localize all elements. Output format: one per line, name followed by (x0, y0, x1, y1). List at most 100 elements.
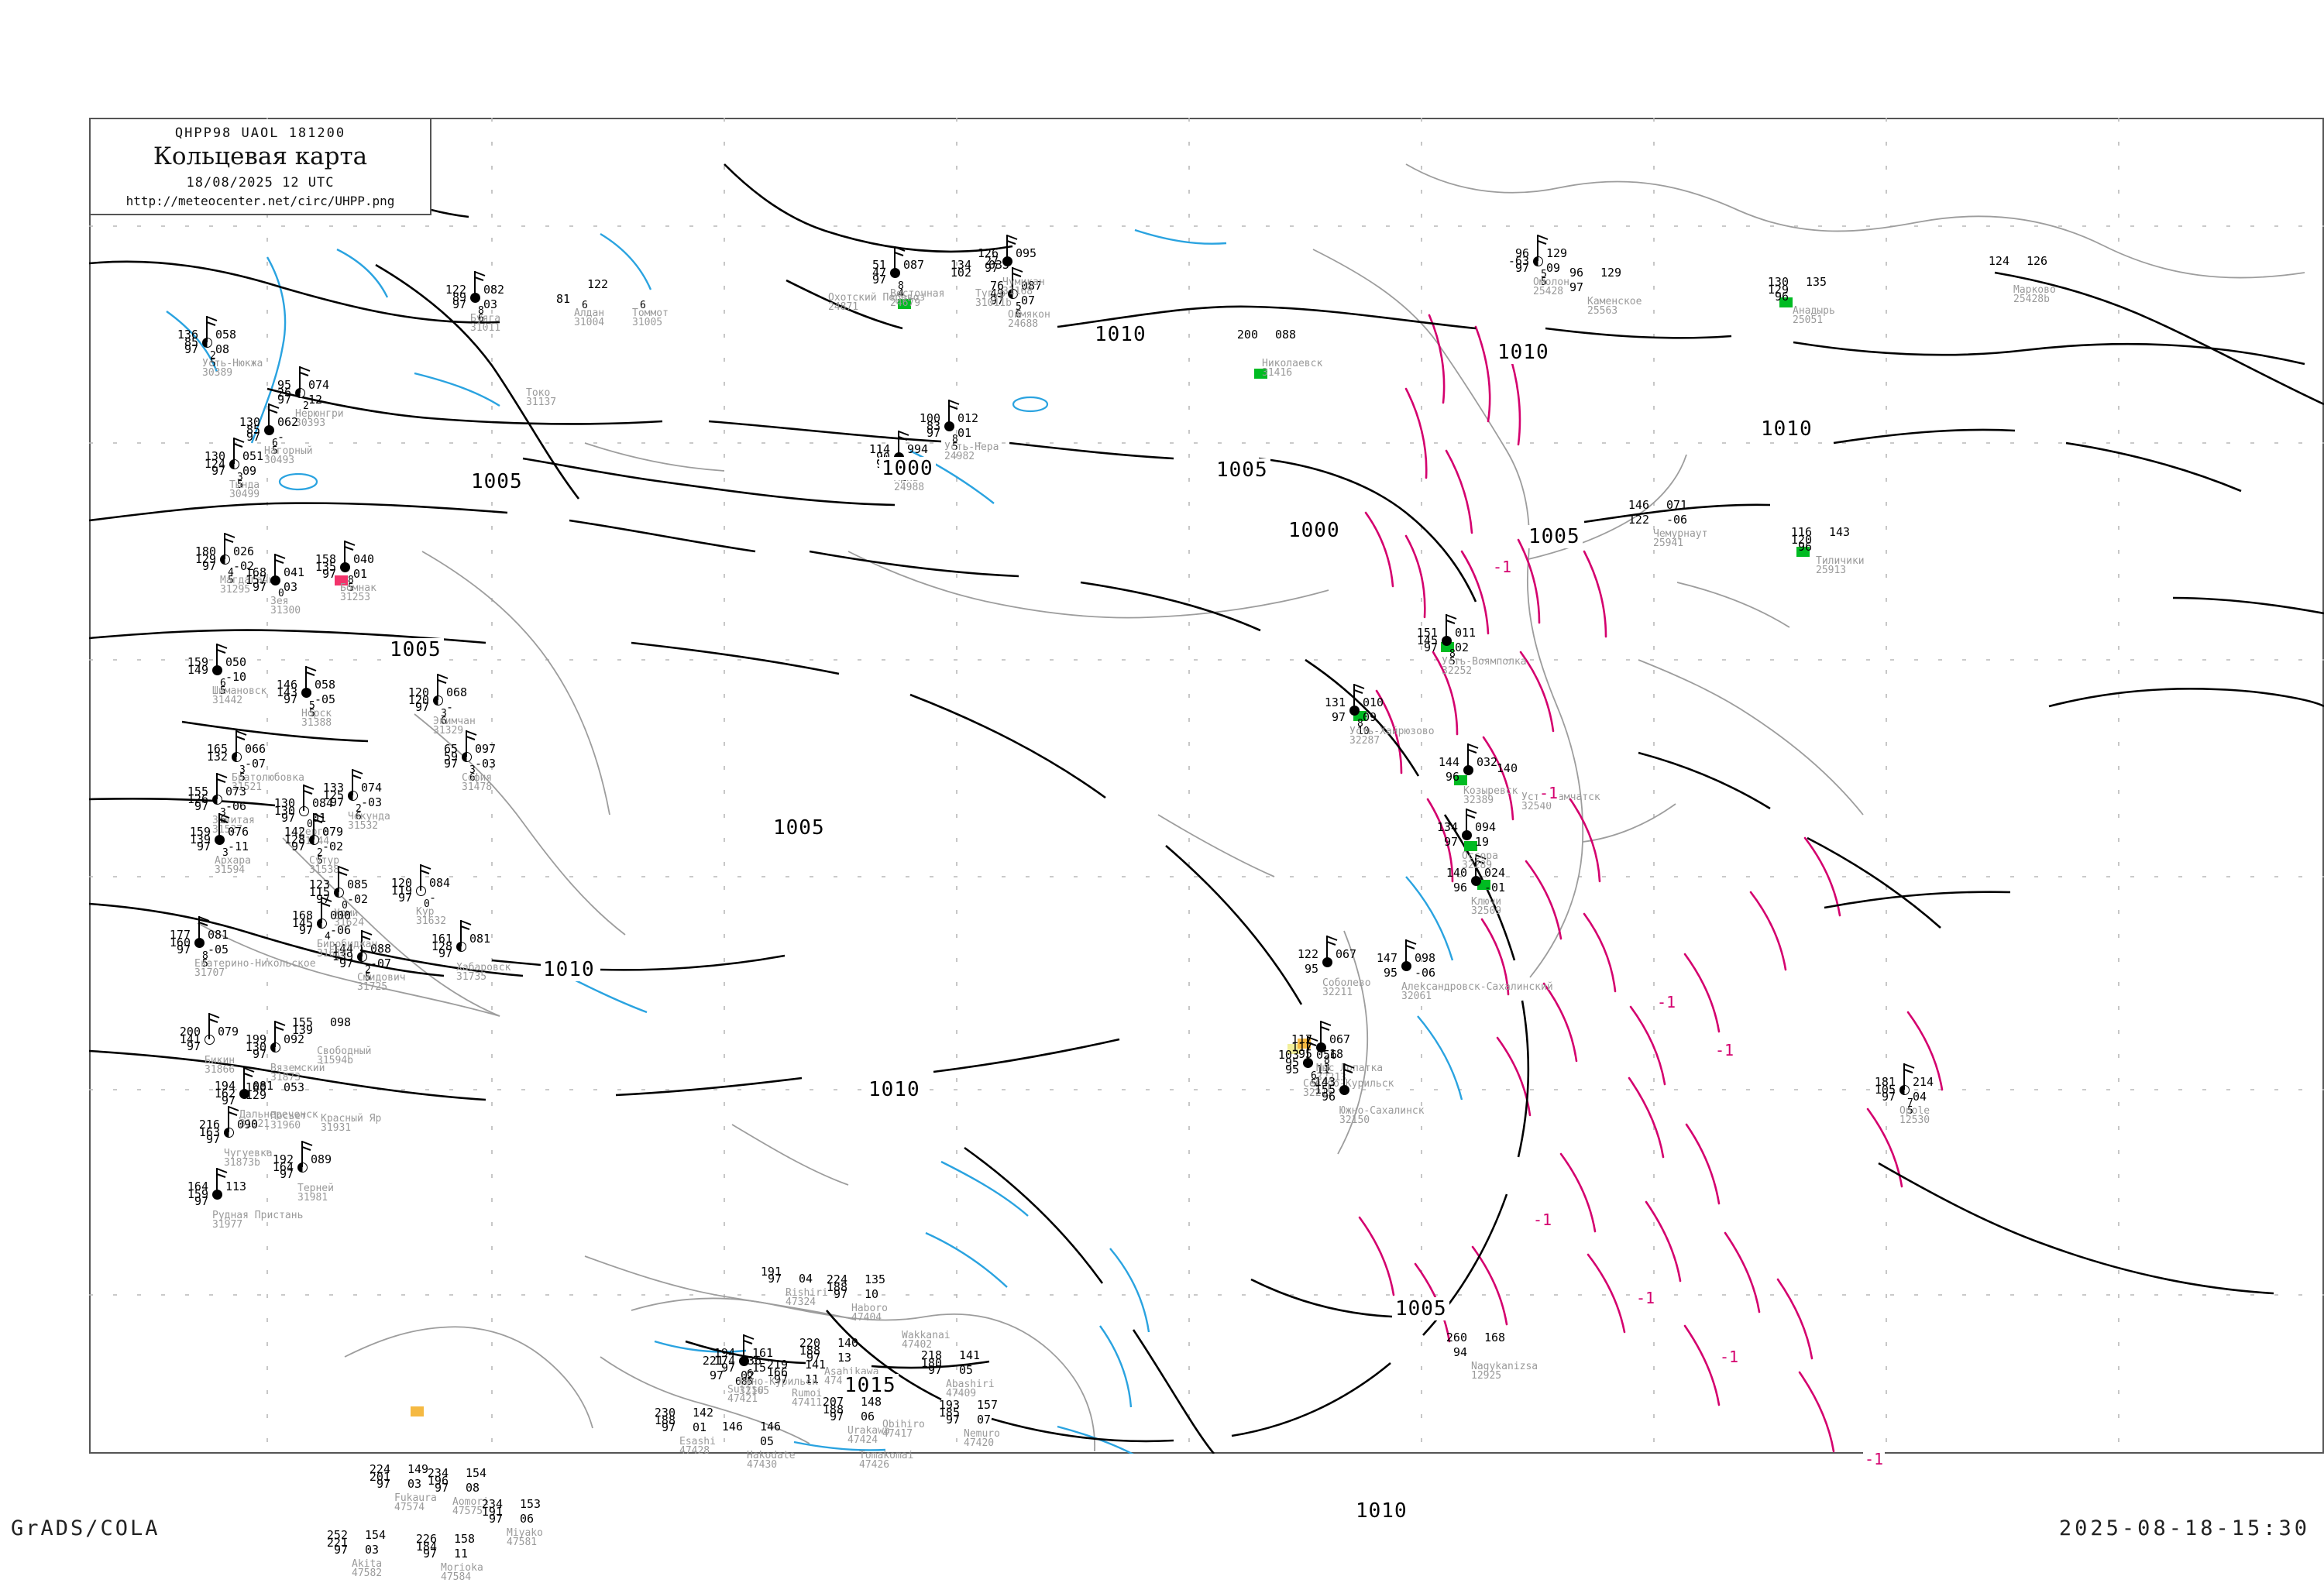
sea-level-pressure-value: 135 (1806, 275, 1827, 289)
pressure-tendency-value: 188 (822, 1403, 844, 1416)
isallobar-label: -1 (1532, 1210, 1554, 1229)
station-id: 47404 (851, 1312, 882, 1324)
station-name: Haboro (851, 1303, 888, 1314)
dewpoint-value: 97 (488, 1512, 503, 1526)
isobar-label: 1010 (1353, 1499, 1410, 1523)
wind-barb (1475, 854, 1487, 881)
pressure-tendency-value: 174 (713, 1354, 735, 1368)
dewpoint-value: 97 (211, 464, 225, 478)
low-cloud-value: 2 (356, 803, 362, 815)
pressure-change-value: 01 (957, 426, 972, 440)
isobar-label: 1005 (387, 638, 444, 661)
pressure-change-value: 03 (365, 1543, 380, 1557)
sea-level-pressure-value: 087 (1021, 279, 1043, 293)
station-name: Терней (297, 1183, 334, 1194)
dewpoint-value: 97 (321, 567, 336, 581)
low-cloud-value: 3 (469, 764, 476, 776)
dewpoint-value: 97 (1331, 710, 1346, 724)
generated-timestamp: 2025-08-18-15:30 (2058, 1516, 2310, 1540)
wind-barb (274, 1021, 286, 1047)
dewpoint-value: 97 (767, 1272, 782, 1286)
low-cloud-value: 6 (1311, 1070, 1317, 1082)
sea-level-pressure-value: 089 (311, 1152, 332, 1166)
station-id: 47411 (792, 1397, 823, 1409)
wind-barb (1903, 1063, 1915, 1090)
station-id: 24982 (944, 451, 975, 462)
temperature-value: 220 (799, 1336, 820, 1350)
station-name: Соболево (1322, 977, 1371, 989)
sea-level-pressure-value: 141 (805, 1358, 827, 1372)
sea-level-pressure-value: 081 (208, 928, 229, 942)
station-id: 47324 (786, 1296, 816, 1308)
pressure-tendency-value: 188 (826, 1280, 847, 1294)
isallobar-label: -1 (1491, 558, 1514, 576)
precip-marker (898, 299, 911, 309)
plot-overlay-layer: 122 97 89 082 03 8 6 Буяга 31011 136 97 85 058 08 2 5 Ус… (89, 118, 2324, 1582)
low-cloud-value: 2 (303, 400, 309, 412)
isallobar-label: -1 (1635, 1289, 1657, 1307)
pressure-change-value: - (277, 430, 285, 444)
station-name: Obihiro (882, 1419, 925, 1430)
temperature-value: 168 (245, 565, 266, 579)
mid-cloud-value: 5 (220, 685, 226, 697)
station-id: 31300 (270, 605, 301, 616)
renderer-label: GrADS/COLA (11, 1516, 160, 1540)
sea-level-pressure-value: 079 (322, 825, 344, 839)
temperature-value: 155 (291, 1015, 313, 1029)
low-cloud-value: 4 (325, 931, 331, 943)
station-name: София (462, 772, 493, 784)
temperature-value: 207 (822, 1395, 844, 1409)
pressure-tendency-value: 129 (194, 552, 216, 566)
pressure-tendency-value: 141 (179, 1032, 201, 1046)
station-name: Hakodate (747, 1450, 796, 1461)
dewpoint-value: 97 (194, 799, 208, 813)
temperature-value: 160 (245, 1080, 266, 1094)
station-id: 32211 (1322, 987, 1353, 998)
wind-barb (437, 674, 449, 700)
dewpoint-value: 97 (926, 426, 940, 440)
pressure-tendency-value: 162 (214, 1087, 235, 1101)
sea-level-pressure-value: 994 (907, 442, 929, 456)
temperature-value: 234 (427, 1466, 449, 1480)
wind-barb (420, 864, 431, 891)
mid-cloud-value: 6 (356, 811, 362, 822)
temperature-value: 130 (1767, 275, 1789, 289)
station-id: 47426 (859, 1459, 890, 1471)
pressure-change-value: 08 (466, 1481, 480, 1495)
station-id: 31416 (1262, 367, 1293, 379)
isobar-label: 1010 (1092, 323, 1149, 346)
dewpoint-value: 122 (1628, 513, 1649, 527)
station-name: Анадырь (1793, 305, 1835, 317)
sea-level-pressure-value: 062 (277, 415, 299, 429)
station-id: 31735 (456, 971, 487, 983)
station-name: Дальнереченск (239, 1109, 318, 1121)
sea-level-pressure-value: 074 (361, 781, 383, 795)
station-name: Ключи (1471, 896, 1502, 908)
station-name: Урми (334, 908, 359, 919)
pressure-change-value: 06 (520, 1512, 535, 1526)
low-cloud-value: 2 (210, 350, 216, 362)
sea-level-pressure-value: 140 (837, 1336, 859, 1350)
pressure-tendency-value: 143 (276, 685, 297, 699)
dewpoint-value: 95 (1383, 966, 1397, 980)
dewpoint-value: 96 (1321, 1090, 1336, 1104)
sea-level-pressure-value: 058 (215, 328, 237, 342)
pressure-tendency-value: 85 (184, 335, 198, 349)
sea-level-pressure-value: 157 (977, 1398, 999, 1412)
sea-level-pressure-value: 032 (1477, 755, 1498, 769)
temperature-value: 158 (315, 552, 336, 566)
pressure-tendency-value: 132 (206, 750, 228, 764)
pressure-tendency-value: 49 (989, 287, 1004, 300)
pressure-change-value: 11 (805, 1372, 820, 1386)
wind-barb (224, 533, 235, 559)
wind-barb (1537, 235, 1549, 261)
station-id: 31977 (212, 1219, 243, 1231)
station-name: Сутур (309, 855, 340, 867)
dewpoint-value: 97 (184, 342, 198, 356)
temperature-value: 199 (245, 1032, 266, 1046)
pressure-tendency-value: 117 (1291, 1040, 1312, 1054)
wind-barb (243, 1067, 255, 1094)
pressure-tendency-value: -63 (1508, 254, 1529, 268)
dewpoint-value: 97 (661, 1420, 676, 1434)
wind-barb (305, 666, 317, 692)
